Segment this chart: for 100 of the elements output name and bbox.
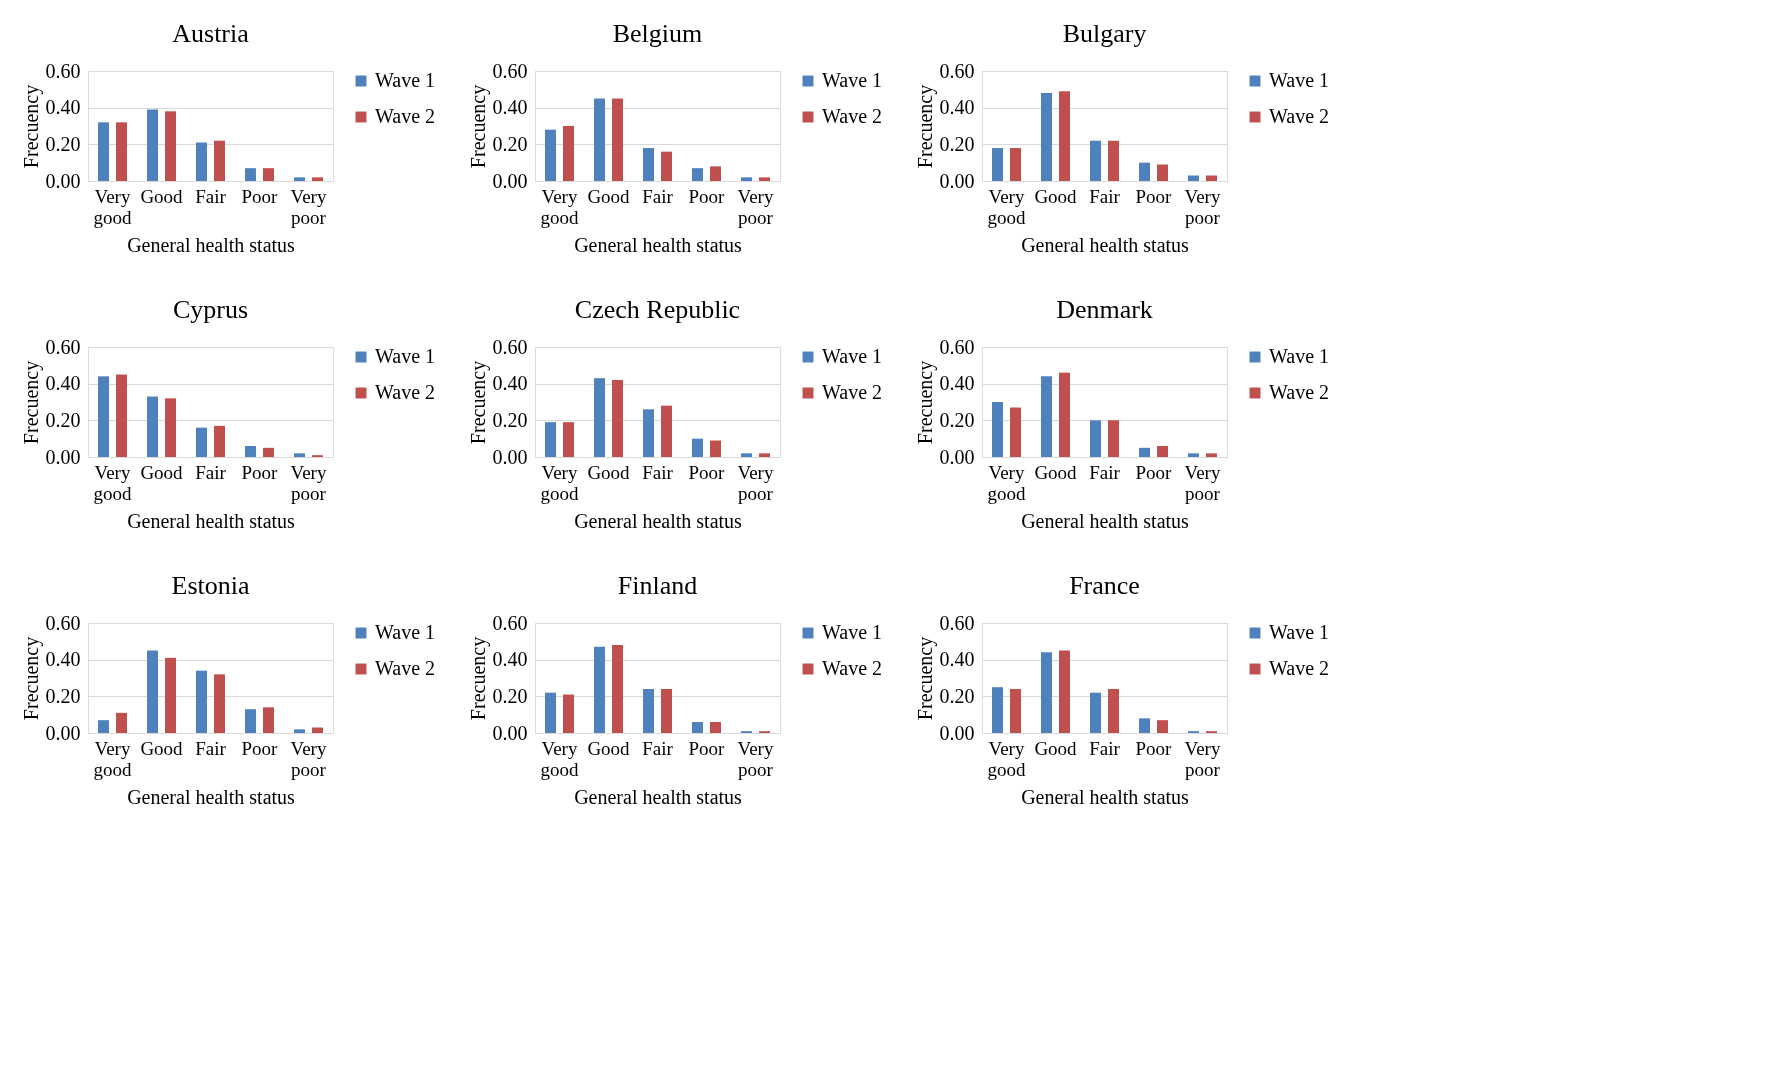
chart-title: Cyprus <box>172 295 249 324</box>
x-tick-label: Poor <box>241 185 279 207</box>
bar <box>691 438 703 457</box>
bar <box>1089 140 1101 181</box>
x-tick-label: Poor <box>241 737 279 759</box>
chart-title: Denmark <box>1056 295 1153 324</box>
bar <box>661 689 673 733</box>
x-tick-label: Fair <box>642 737 674 759</box>
y-tick-label: 0.20 <box>45 408 81 431</box>
bar <box>1010 148 1022 181</box>
y-tick-label: 0.20 <box>939 408 975 431</box>
x-axis-title: General health status <box>574 509 743 532</box>
x-tick-label: Very good <box>540 185 579 228</box>
y-tick-label: 0.40 <box>939 96 975 119</box>
bar <box>593 378 605 457</box>
y-tick-label: 0.60 <box>939 611 975 634</box>
bar <box>195 427 207 457</box>
y-tick-label: 0.20 <box>492 684 528 707</box>
x-axis-title: General health status <box>127 785 296 808</box>
bar <box>293 177 305 181</box>
x-tick-label: Poor <box>688 185 726 207</box>
chart-title: Estonia <box>171 571 250 600</box>
y-tick-label: 0.00 <box>45 721 81 744</box>
bar <box>116 122 128 181</box>
bar <box>563 126 575 181</box>
y-tick-label: 0.60 <box>939 59 975 82</box>
x-tick-label: Fair <box>195 461 227 483</box>
bar <box>1040 93 1052 181</box>
bar <box>1206 175 1218 181</box>
bar <box>97 376 109 457</box>
x-tick-label: Poor <box>1135 461 1173 483</box>
y-tick-label: 0.00 <box>45 169 81 192</box>
y-tick-label: 0.60 <box>492 59 528 82</box>
chart-title: Czech Republic <box>574 295 741 324</box>
legend-label: Wave 2 <box>1269 657 1330 679</box>
bar <box>612 380 624 457</box>
bar <box>1138 162 1150 181</box>
y-tick-label: 0.00 <box>45 445 81 468</box>
x-tick-label: Poor <box>241 461 279 483</box>
y-tick-label: 0.40 <box>939 372 975 395</box>
bar <box>312 727 324 733</box>
chart-title: Bulgary <box>1062 19 1147 48</box>
bar <box>642 148 654 181</box>
x-tick-label: Good <box>587 461 631 483</box>
chart-title: Finland <box>617 571 698 600</box>
y-tick-label: 0.00 <box>939 721 975 744</box>
bar <box>214 425 226 457</box>
legend-label: Wave 2 <box>822 105 883 127</box>
legend-label: Wave 1 <box>822 621 883 643</box>
bar <box>165 657 177 733</box>
bar <box>1108 140 1120 181</box>
legend-label: Wave 1 <box>1269 345 1330 367</box>
x-tick-label: Good <box>1034 461 1078 483</box>
bar <box>612 98 624 181</box>
bar <box>1040 652 1052 733</box>
bar <box>691 168 703 181</box>
bar <box>661 151 673 181</box>
bar <box>1040 376 1052 457</box>
bar <box>1089 420 1101 457</box>
x-tick-label: Good <box>140 461 184 483</box>
legend-label: Wave 2 <box>822 381 883 403</box>
bar <box>1089 692 1101 733</box>
bar <box>293 729 305 733</box>
y-axis-title: Frecuency <box>466 636 490 721</box>
y-tick-label: 0.00 <box>492 169 528 192</box>
bar <box>759 453 771 457</box>
bar <box>263 707 275 733</box>
legend-label: Wave 1 <box>375 621 436 643</box>
y-tick-label: 0.60 <box>939 335 975 358</box>
legend-label: Wave 1 <box>375 345 436 367</box>
bar <box>544 422 556 457</box>
bar <box>1187 175 1199 181</box>
bar <box>661 405 673 457</box>
y-axis-title: Frecuency <box>913 636 937 721</box>
x-axis-title: General health status <box>127 233 296 256</box>
x-tick-label: Poor <box>1135 737 1173 759</box>
y-tick-label: 0.20 <box>492 132 528 155</box>
bar <box>991 687 1003 733</box>
bar <box>1157 164 1169 181</box>
bar <box>165 111 177 181</box>
bar <box>312 177 324 181</box>
bar <box>293 453 305 457</box>
legend-label: Wave 1 <box>1269 69 1330 91</box>
bar <box>1059 372 1071 457</box>
y-tick-label: 0.60 <box>45 59 81 82</box>
bar <box>740 453 752 457</box>
bar <box>1206 453 1218 457</box>
x-axis-title: General health status <box>574 785 743 808</box>
x-tick-label: Very good <box>93 737 132 780</box>
x-tick-label: Very good <box>540 461 579 504</box>
x-axis-title: General health status <box>1021 509 1190 532</box>
x-tick-label: Good <box>587 185 631 207</box>
bar <box>710 166 722 181</box>
x-tick-label: Very good <box>987 185 1026 228</box>
bar <box>563 422 575 457</box>
chart-title: France <box>1069 571 1140 600</box>
bar <box>214 674 226 733</box>
x-tick-label: Very poor <box>737 185 774 228</box>
y-tick-label: 0.40 <box>45 96 81 119</box>
bar <box>244 446 256 457</box>
